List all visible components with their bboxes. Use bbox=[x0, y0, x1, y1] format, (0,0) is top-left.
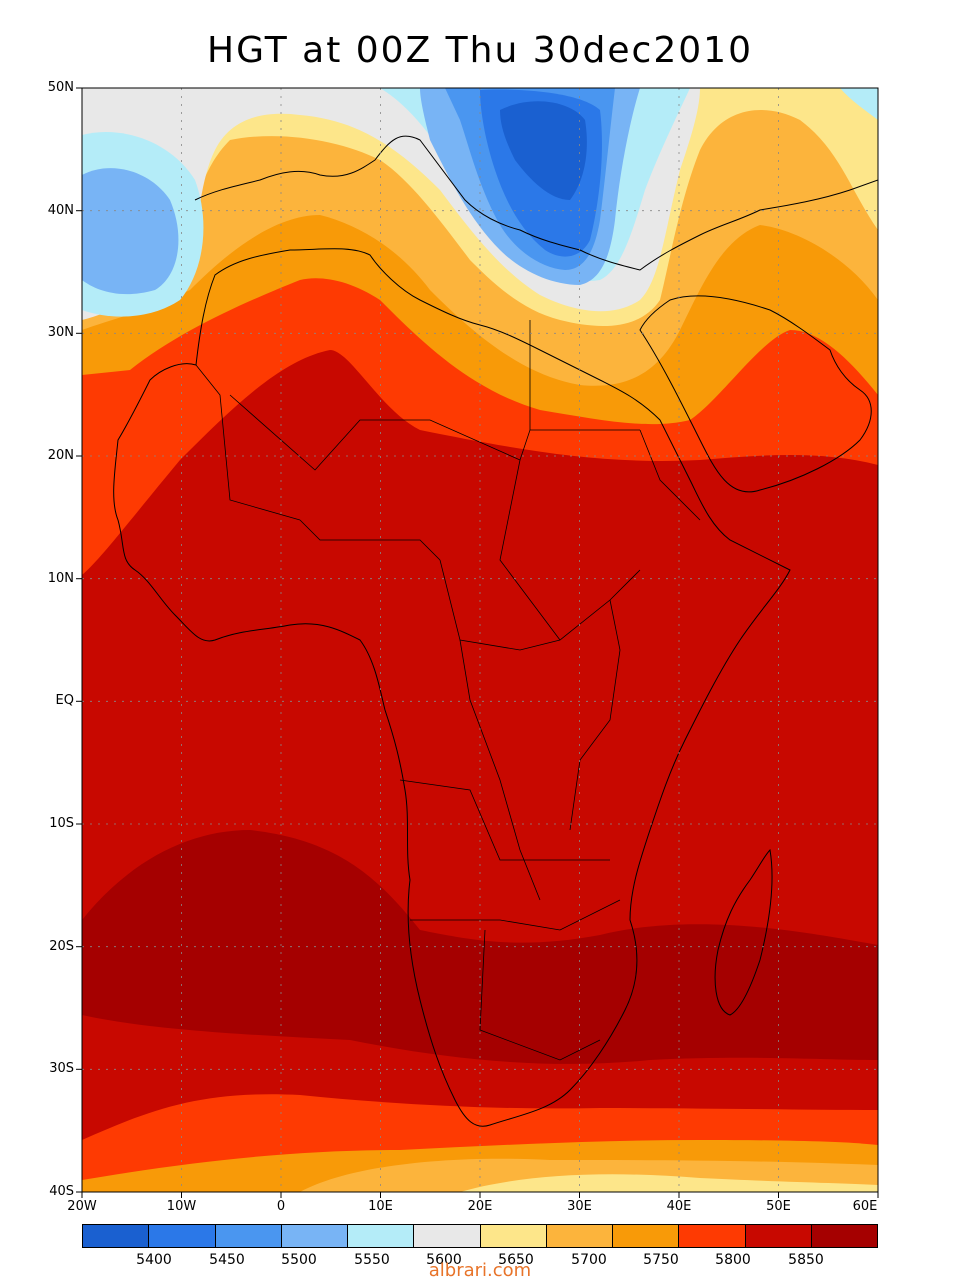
country-borders bbox=[195, 320, 701, 1061]
axis-ticks bbox=[76, 87, 879, 1198]
colorbar-swatch bbox=[149, 1225, 216, 1247]
lon-label: 0 bbox=[276, 1199, 286, 1214]
lon-label: 10E bbox=[368, 1199, 393, 1214]
lat-label: 30N bbox=[47, 325, 74, 340]
colorbar-swatch bbox=[281, 1225, 348, 1247]
contour-band-5500-ne bbox=[840, 88, 878, 120]
lon-label: 50E bbox=[766, 1199, 791, 1214]
lat-label: 20S bbox=[49, 939, 74, 954]
colorbar-swatch bbox=[414, 1225, 481, 1247]
colorbar-swatch bbox=[83, 1225, 150, 1247]
colorbar-label: 5750 bbox=[643, 1252, 679, 1268]
colorbar-label: 5450 bbox=[209, 1252, 245, 1268]
colorbar-swatch bbox=[348, 1225, 415, 1247]
colorbar-swatch bbox=[613, 1225, 680, 1247]
colorbar-swatch bbox=[679, 1225, 746, 1247]
colorbar-label: 5400 bbox=[136, 1252, 172, 1268]
lon-label: 20E bbox=[467, 1199, 493, 1214]
colorbar-label: 5850 bbox=[788, 1252, 824, 1268]
colorbar-swatch bbox=[546, 1225, 613, 1247]
colorbar-label: 5650 bbox=[498, 1252, 534, 1268]
lon-label: 40E bbox=[666, 1199, 692, 1214]
lat-label: 40N bbox=[47, 203, 74, 218]
lat-label: 50N bbox=[47, 80, 74, 95]
lat-label: 10N bbox=[47, 571, 74, 586]
lon-label: 30E bbox=[567, 1199, 592, 1214]
lat-label: 20N bbox=[47, 448, 74, 463]
contour-band-5600-south bbox=[460, 1174, 878, 1192]
colorbar-label: 5550 bbox=[354, 1252, 390, 1268]
lat-label: 10S bbox=[49, 816, 74, 831]
lat-label: EQ bbox=[55, 693, 74, 708]
europe-coastline bbox=[194, 135, 878, 271]
lat-label: 30S bbox=[49, 1061, 74, 1076]
colorbar-label: 5500 bbox=[281, 1252, 317, 1268]
colorbar-label: 5700 bbox=[571, 1252, 607, 1268]
lat-label: 40S bbox=[49, 1184, 74, 1199]
contour-band-core bbox=[500, 101, 587, 200]
colorbar-label: 5600 bbox=[426, 1252, 462, 1268]
colorbar-swatch bbox=[745, 1225, 812, 1247]
colorbar bbox=[82, 1224, 878, 1248]
lon-label: 20W bbox=[67, 1199, 97, 1214]
watermark-text: albrari.com bbox=[428, 1260, 532, 1281]
arabia-coastline bbox=[639, 295, 872, 493]
africa-coastline bbox=[113, 248, 791, 1127]
contour-band-5450-west bbox=[82, 168, 179, 295]
colorbar-swatch bbox=[811, 1225, 877, 1247]
map-title: HGT at 00Z Thu 30dec2010 bbox=[207, 30, 753, 71]
colorbar-label: 5800 bbox=[715, 1252, 751, 1268]
colorbar-swatch bbox=[480, 1225, 547, 1247]
colorbar-swatch bbox=[215, 1225, 282, 1247]
madagascar-coastline bbox=[714, 848, 773, 1016]
lat-lon-grid bbox=[82, 88, 878, 1192]
lon-label: 60E bbox=[852, 1199, 878, 1214]
lon-label: 10W bbox=[166, 1199, 197, 1214]
